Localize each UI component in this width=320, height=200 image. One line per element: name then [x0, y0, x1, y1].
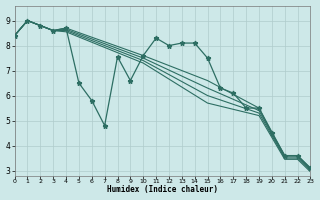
X-axis label: Humidex (Indice chaleur): Humidex (Indice chaleur) [107, 185, 218, 194]
